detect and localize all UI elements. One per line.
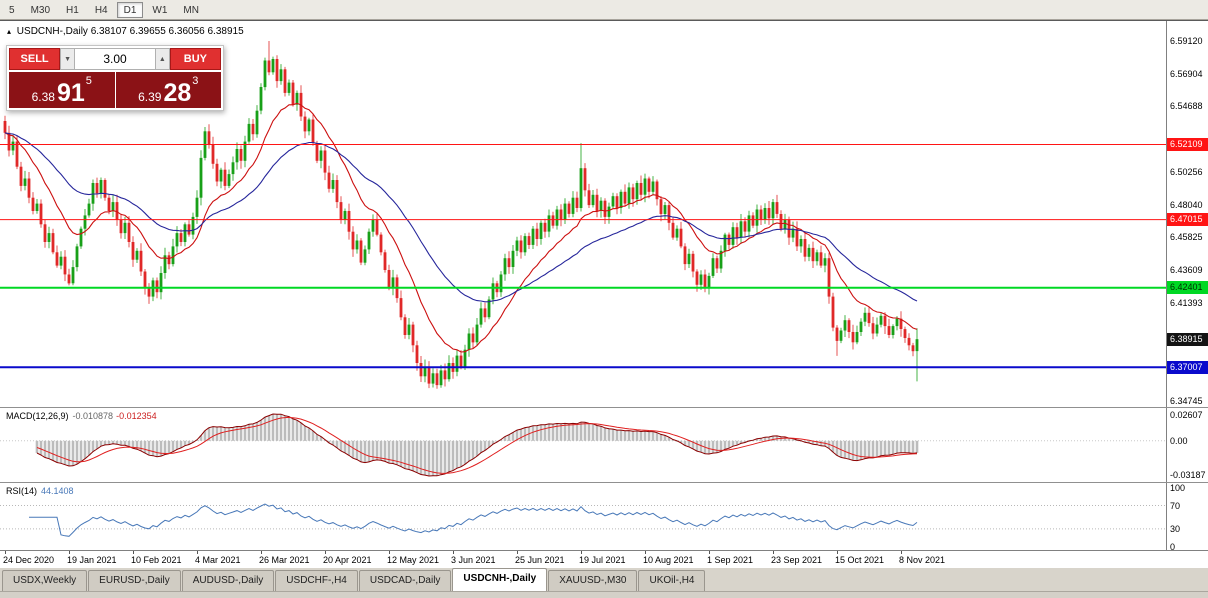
indicator-axis-label: 70 — [1170, 501, 1181, 511]
price-tick-label: 6.59120 — [1170, 36, 1203, 46]
time-tick — [325, 551, 326, 554]
price-tick-label: 6.45825 — [1170, 232, 1203, 242]
chart-tab-usdcnh-daily[interactable]: USDCNH-,Daily — [452, 568, 548, 591]
sell-price-big: 91 — [56, 78, 85, 107]
time-tick — [581, 551, 582, 554]
time-tick — [709, 551, 710, 554]
chart-tab-usdchf-h4[interactable]: USDCHF-,H4 — [275, 570, 358, 591]
sell-price-display[interactable]: 6.38 91 5 — [9, 72, 115, 108]
period-button-5[interactable]: 5 — [2, 2, 22, 18]
indicator-axis-label: 0 — [1170, 542, 1176, 552]
sell-price-sup: 5 — [85, 75, 92, 87]
time-tick — [837, 551, 838, 554]
chart-tab-usdcad-daily[interactable]: USDCAD-,Daily — [358, 570, 452, 591]
status-bar — [0, 591, 1208, 598]
time-tick — [645, 551, 646, 554]
date-label: 26 Mar 2021 — [259, 555, 310, 565]
indicator-axis-label: 0.00 — [1170, 436, 1188, 446]
buy-price-big: 28 — [163, 78, 192, 107]
price-tick-label: 6.50256 — [1170, 167, 1203, 177]
date-label: 10 Feb 2021 — [131, 555, 182, 565]
date-label: 19 Jan 2021 — [67, 555, 117, 565]
chart-tab-ukoil-h4[interactable]: UKOil-,H4 — [638, 570, 706, 591]
indicator-axis-label: 0.02607 — [1170, 410, 1203, 420]
period-button-H1[interactable]: H1 — [59, 2, 86, 18]
chart-tab-usdx-weekly[interactable]: USDX,Weekly — [2, 570, 88, 591]
chart-tab-xauusd-m30[interactable]: XAUUSD-,M30 — [548, 570, 638, 591]
chart-tabs-bar: USDX,Weekly EURUSD-,Daily AUDUSD-,Daily USD… — [0, 567, 1208, 591]
sell-button[interactable]: SELL — [9, 48, 61, 70]
price-tick-label: 6.48040 — [1170, 200, 1203, 210]
indicator-axis-label: -0.03187 — [1170, 470, 1206, 480]
period-button-M30[interactable]: M30 — [24, 2, 57, 18]
buy-button[interactable]: BUY — [169, 48, 221, 70]
volume-decrease-button[interactable]: ▼ — [60, 48, 75, 70]
date-label: 15 Oct 2021 — [835, 555, 885, 565]
macd-indicator-panel[interactable] — [0, 408, 1166, 482]
macd-label: MACD(12,26,9) -0.010878 -0.012354 — [6, 411, 157, 421]
panel-splitter-macd[interactable] — [0, 407, 1208, 408]
buy-price-head: 6.39 — [138, 89, 162, 104]
price-line-badge: 6.38915 — [1167, 333, 1208, 346]
date-label: 19 Jul 2021 — [579, 555, 626, 565]
chart-symbol-period: USDCNH-,Daily — [16, 26, 88, 37]
time-tick — [5, 551, 6, 554]
price-chart-canvas[interactable] — [0, 21, 1166, 407]
chart-tab-audusd-daily[interactable]: AUDUSD-,Daily — [181, 570, 275, 591]
date-label: 12 May 2021 — [387, 555, 440, 565]
volume-input[interactable] — [75, 48, 155, 70]
time-tick — [197, 551, 198, 554]
date-label: 8 Nov 2021 — [899, 555, 946, 565]
one-click-collapse-icon[interactable]: ▴ — [7, 27, 12, 36]
volume-increase-button[interactable]: ▲ — [155, 48, 170, 70]
date-label: 1 Sep 2021 — [707, 555, 754, 565]
time-tick — [133, 551, 134, 554]
chart-tab-eurusd-daily[interactable]: EURUSD-,Daily — [88, 570, 181, 591]
time-tick — [389, 551, 390, 554]
date-label: 25 Jun 2021 — [515, 555, 565, 565]
time-tick — [773, 551, 774, 554]
chart-ohlc-values: 6.38107 6.39655 6.36056 6.38915 — [90, 26, 244, 37]
time-tick — [69, 551, 70, 554]
price-line-badge: 6.47015 — [1167, 213, 1208, 226]
time-tick — [901, 551, 902, 554]
period-button-D1[interactable]: D1 — [116, 1, 144, 18]
timeframe-toolbar: 5 M30 H1 H4 D1 W1 MN — [0, 0, 1208, 20]
rsi-label: RSI(14) 44.1408 — [6, 486, 74, 496]
date-label: 4 Mar 2021 — [195, 555, 241, 565]
sell-price-head: 6.38 — [31, 89, 55, 104]
chart-title: ▴ USDCNH-,Daily 6.38107 6.39655 6.36056 … — [7, 26, 244, 37]
time-tick — [261, 551, 262, 554]
price-line-badge: 6.42401 — [1167, 281, 1208, 294]
date-label: 10 Aug 2021 — [643, 555, 694, 565]
price-line-badge: 6.52109 — [1167, 138, 1208, 151]
date-label: 23 Sep 2021 — [771, 555, 823, 565]
period-button-MN[interactable]: MN — [176, 2, 206, 18]
time-axis[interactable]: 24 Dec 2020 19 Jan 2021 10 Feb 2021 4 Mar 2… — [0, 550, 1208, 568]
date-label: 20 Apr 2021 — [323, 555, 372, 565]
indicator-axis-label: 100 — [1170, 483, 1186, 493]
chart-window[interactable]: ▴ USDCNH-,Daily 6.38107 6.39655 6.36056 … — [0, 20, 1208, 568]
price-tick-label: 6.41393 — [1170, 298, 1203, 308]
buy-price-display[interactable]: 6.39 28 3 — [115, 72, 221, 108]
price-tick-label: 6.56904 — [1170, 69, 1203, 79]
price-tick-label: 6.34745 — [1170, 396, 1203, 406]
buy-price-sup: 3 — [192, 75, 199, 87]
date-label: 24 Dec 2020 — [3, 555, 55, 565]
price-tick-label: 6.43609 — [1170, 265, 1203, 275]
one-click-trading-panel: SELL ▼ ▲ BUY 6.38 91 5 6.39 28 3 — [6, 45, 224, 111]
panel-splitter-rsi[interactable] — [0, 482, 1208, 483]
price-tick-label: 6.54688 — [1170, 101, 1203, 111]
period-button-H4[interactable]: H4 — [88, 2, 115, 18]
rsi-indicator-panel[interactable] — [0, 483, 1166, 550]
period-button-W1[interactable]: W1 — [145, 2, 174, 18]
time-tick — [453, 551, 454, 554]
time-tick — [517, 551, 518, 554]
price-line-badge: 6.37007 — [1167, 361, 1208, 374]
date-label: 3 Jun 2021 — [451, 555, 496, 565]
indicator-axis-label: 30 — [1170, 524, 1181, 534]
